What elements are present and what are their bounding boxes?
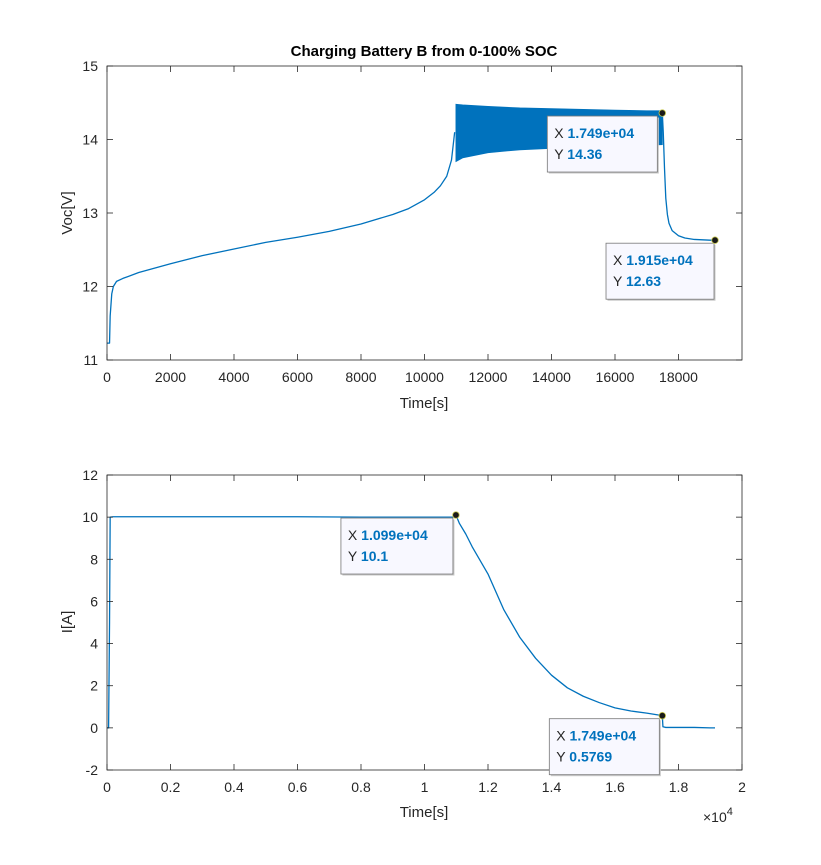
datatip-x: X 1.915e+04 [613,252,693,268]
datatip-y-value: 10.1 [361,548,388,564]
datatip-y: Y 14.36 [554,146,602,162]
y-tick-label: 15 [82,58,98,74]
datatip-y-label: Y [554,146,567,162]
x-tick-label: 0.6 [288,779,308,795]
y-tick-label: 14 [82,132,98,148]
x-exponent-label: ×104 [703,806,733,825]
datatip-y-value: 0.5769 [569,749,612,765]
x-tick-label: 2 [738,779,746,795]
y-tick-label: 6 [90,593,98,609]
series-line [661,113,716,241]
y-tick-label: 4 [90,636,98,652]
x-tick-label: 0 [103,779,111,795]
datatip-x-label: X [554,125,567,141]
x-tick-label: 1 [421,779,429,795]
x-tick-label: 1.6 [605,779,625,795]
plot-area [107,66,742,360]
voltage-plot: Charging Battery B from 0-100% SOC 0 2000… [59,43,743,412]
x-tick-label: 14000 [532,369,571,385]
datatip-box [340,517,454,575]
y-tick-label: 2 [90,678,98,694]
datatip-y-label: Y [556,749,569,765]
datatip-y-label: Y [348,548,361,564]
datatip-x: X 1.749e+04 [556,728,636,744]
datatip[interactable]: X 1.915e+04Y 12.63 [605,236,719,301]
y-axis-label: I[A] [59,611,76,634]
x-tick-label: 1.4 [542,779,562,795]
x-axis-label: Time[s] [400,804,449,821]
y-tick-label: 8 [90,551,98,567]
current-datatips: X 1.099e+04Y 10.1X 1.749e+04Y 0.5769 [340,511,667,777]
y-tick-label: 11 [83,352,98,368]
x-tick-label: 12000 [469,369,508,385]
datatip-x-label: X [613,252,626,268]
x-tick-label: 10000 [405,369,444,385]
y-tick-label: 12 [82,279,98,295]
x-tick-label: 1.2 [478,779,498,795]
datatip-marker [658,109,667,117]
x-tick-label: 1.8 [669,779,689,795]
y-tick-label: -2 [86,762,99,778]
x-tick-label: 16000 [596,369,635,385]
datatip-box [605,242,715,300]
y-tick-label: 10 [82,509,98,525]
datatip-y-label: Y [613,273,626,289]
voltage-axes: 0 2000 4000 6000 8000 10000 12000 14000 16000 180… [82,58,743,385]
x-tick-label: 6000 [282,369,313,385]
series-line [107,514,716,729]
datatip-x: X 1.099e+04 [348,527,428,543]
datatip-x-value: 1.099e+04 [361,527,428,543]
datatip-x-value: 1.749e+04 [570,728,637,744]
y-axis-label: Voc[V] [59,191,76,234]
x-tick-label: 2000 [155,369,186,385]
datatip-x-value: 1.915e+04 [626,252,693,268]
datatip-y-value: 14.36 [567,146,602,162]
datatip-x: X 1.749e+04 [554,125,634,141]
datatip-x-label: X [556,728,569,744]
datatip-x-value: 1.749e+04 [568,125,635,141]
x-tick-label: 0.4 [224,779,244,795]
datatip-y: Y 0.5769 [556,749,612,765]
datatip[interactable]: X 1.749e+04Y 0.5769 [548,712,667,777]
y-tick-label: 0 [90,720,98,736]
datatip-y-value: 12.63 [626,273,661,289]
chart-title: Charging Battery B from 0-100% SOC [291,43,558,60]
datatip-y: Y 12.63 [613,273,661,289]
datatip-marker [658,712,667,720]
x-axis-label: Time[s] [400,395,449,412]
datatip-box [546,115,658,173]
current-marks [107,514,716,729]
datatip-box [548,718,660,776]
datatip-marker [711,236,719,244]
y-tick-label: 13 [82,205,98,221]
x-tick-label: 18000 [659,369,698,385]
x-tick-label: 0.2 [161,779,181,795]
datatip-marker [452,511,460,519]
datatip[interactable]: X 1.099e+04Y 10.1 [340,511,460,576]
y-tick-label: 12 [82,467,98,483]
datatip[interactable]: X 1.749e+04Y 14.36 [546,109,667,174]
x-tick-label: 8000 [345,369,376,385]
datatip-y: Y 10.1 [348,548,388,564]
x-tick-label: 0 [103,369,111,385]
voltage-datatips: X 1.749e+04Y 14.36X 1.915e+04Y 12.63 [546,109,719,301]
x-tick-label: 0.8 [351,779,371,795]
series-line [107,132,456,344]
x-tick-label: 4000 [218,369,249,385]
datatip-x-label: X [348,527,361,543]
